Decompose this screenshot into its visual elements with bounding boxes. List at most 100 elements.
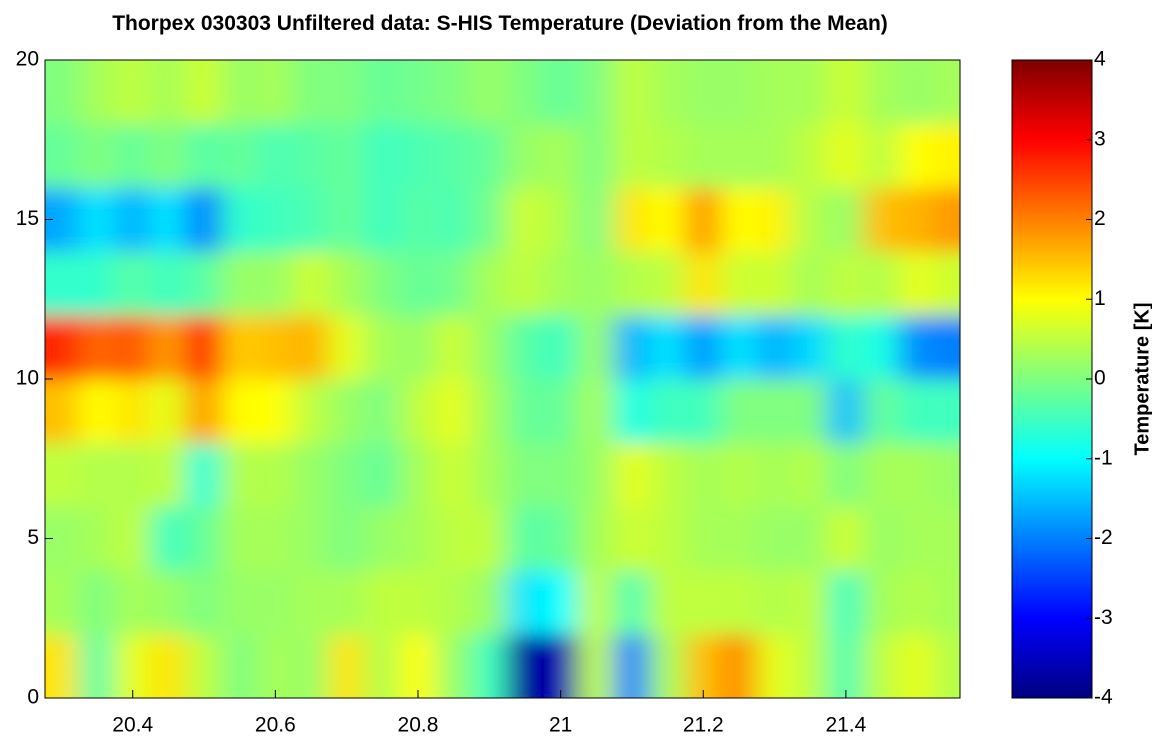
heatmap-cell <box>114 569 152 635</box>
heatmap-cell <box>542 378 579 444</box>
heatmap-cell <box>364 123 401 189</box>
heatmap-cell <box>898 314 936 380</box>
heatmap-cell <box>542 442 579 508</box>
heatmap-cell <box>150 442 187 508</box>
heatmap-cell <box>720 378 758 444</box>
heatmap-cell <box>506 314 544 380</box>
heatmap-cell <box>185 314 223 380</box>
heatmap-cell <box>613 506 651 571</box>
heatmap-cell <box>684 633 722 698</box>
heatmap-cell <box>613 633 651 698</box>
heatmap-cell <box>863 123 900 189</box>
heatmap-cell <box>257 314 294 380</box>
heatmap-cell <box>221 442 259 508</box>
heatmap-cell <box>399 123 437 189</box>
heatmap-cell <box>257 123 294 189</box>
heatmap-cell <box>292 378 330 444</box>
heatmap-cell <box>45 633 80 698</box>
y-tick-label: 10 <box>16 367 39 390</box>
heatmap-cell <box>756 569 793 635</box>
heatmap-cell <box>364 250 401 316</box>
heatmap-cell <box>114 187 152 252</box>
y-tick-label: 5 <box>27 526 39 549</box>
heatmap-cell <box>45 442 80 508</box>
heatmap-cell <box>221 506 259 571</box>
heatmap-cell <box>649 187 686 252</box>
heatmap-cell <box>684 187 722 252</box>
heatmap-cell <box>435 506 472 571</box>
heatmap-cell <box>399 187 437 252</box>
colorbar-tick-label: -4 <box>1094 686 1113 709</box>
heatmap-cell <box>577 60 615 125</box>
heatmap-cell <box>45 60 80 125</box>
heatmap-cell <box>292 633 330 698</box>
heatmap-cell <box>364 60 401 125</box>
heatmap-cell <box>435 378 472 444</box>
heatmap-cell <box>542 60 579 125</box>
colorbar <box>1011 59 1093 699</box>
heatmap-cell <box>114 60 152 125</box>
heatmap-cell <box>435 569 472 635</box>
heatmap-cell <box>45 123 80 189</box>
heatmap-cell <box>649 506 686 571</box>
heatmap-cell <box>364 442 401 508</box>
heatmap-cell <box>470 378 508 444</box>
heatmap-cell <box>435 187 472 252</box>
heatmap-cell <box>720 569 758 635</box>
heatmap-cell <box>791 378 829 444</box>
heatmap-cell <box>756 633 793 698</box>
heatmap-cell <box>328 187 366 252</box>
colorbar-tick-label: -1 <box>1094 446 1113 469</box>
heatmap-cell <box>150 633 187 698</box>
heatmap-cell <box>78 314 116 380</box>
heatmap-cell <box>150 250 187 316</box>
heatmap-cell <box>613 187 651 252</box>
heatmap-cell <box>45 314 80 380</box>
heatmap-cell <box>827 123 865 189</box>
heatmap-cell <box>328 123 366 189</box>
heatmap-cell <box>328 442 366 508</box>
heatmap-cell <box>150 60 187 125</box>
heatmap-cell <box>827 187 865 252</box>
heatmap-cell <box>328 506 366 571</box>
heatmap-cell <box>221 123 259 189</box>
x-tick-label: 21.4 <box>825 714 866 737</box>
heatmap-cell <box>292 442 330 508</box>
heatmap-cell <box>720 442 758 508</box>
heatmap-cell <box>257 250 294 316</box>
heatmap-cell <box>78 506 116 571</box>
heatmap-cell <box>328 60 366 125</box>
heatmap-cell <box>150 123 187 189</box>
heatmap-cell <box>934 506 960 571</box>
heatmap-cell <box>257 60 294 125</box>
heatmap-cell <box>328 250 366 316</box>
heatmap-cell <box>78 123 116 189</box>
heatmap-cell <box>649 123 686 189</box>
heatmap-cell <box>470 314 508 380</box>
heatmap-cell <box>934 633 960 698</box>
heatmap-cell <box>292 569 330 635</box>
x-tick-label: 20.4 <box>112 714 153 737</box>
heatmap-cell <box>791 442 829 508</box>
heatmap-cell <box>114 250 152 316</box>
heatmap-cell <box>257 378 294 444</box>
heatmap-cell <box>150 187 187 252</box>
heatmap-cell <box>613 250 651 316</box>
heatmap-cell <box>399 60 437 125</box>
heatmap-cell <box>577 314 615 380</box>
y-tick-label: 0 <box>27 686 39 709</box>
heatmap-cell <box>649 314 686 380</box>
heatmap-cell <box>898 506 936 571</box>
heatmap-cell <box>435 314 472 380</box>
heatmap-cell <box>435 60 472 125</box>
heatmap-cell <box>863 633 900 698</box>
plot-area <box>45 60 960 698</box>
heatmap-cell <box>613 442 651 508</box>
heatmap-cell <box>221 569 259 635</box>
heatmap-cell <box>399 569 437 635</box>
heatmap-cell <box>542 633 579 698</box>
x-tick-label: 21 <box>549 714 572 737</box>
heatmap-cell <box>364 506 401 571</box>
heatmap-cell <box>863 314 900 380</box>
heatmap-cell <box>506 187 544 252</box>
